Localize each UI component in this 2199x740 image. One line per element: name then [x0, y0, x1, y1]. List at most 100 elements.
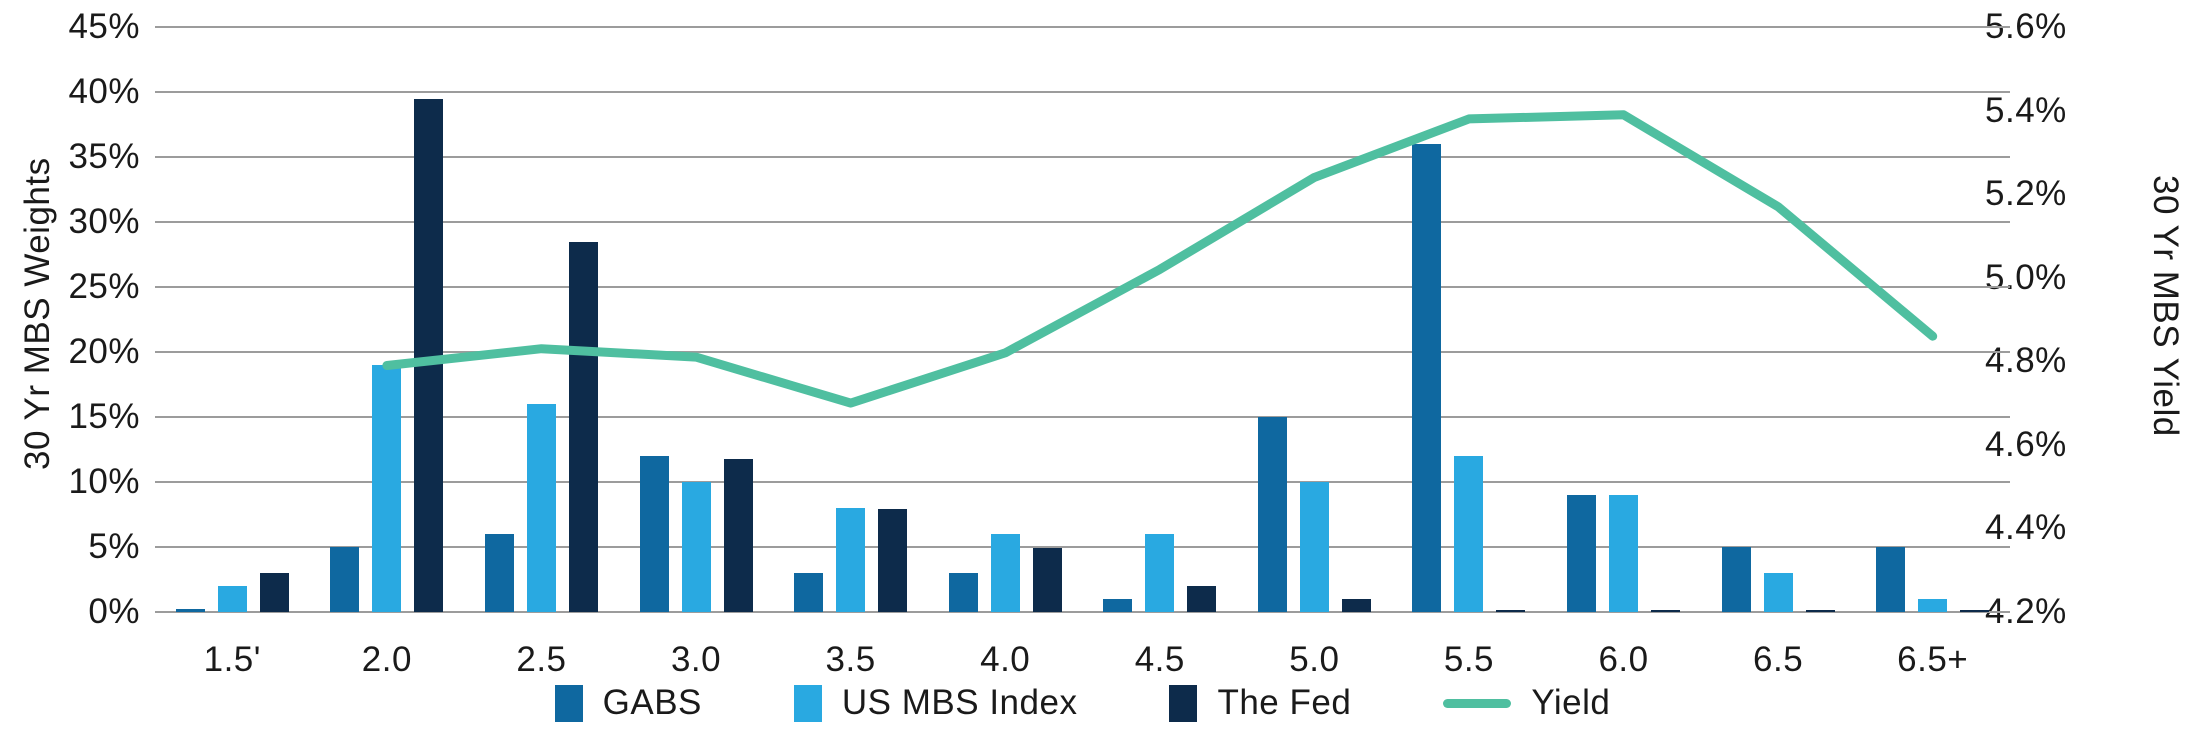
bar-group-3.5: [773, 27, 928, 612]
legend-label: The Fed: [1217, 683, 1352, 722]
legend-label: GABS: [602, 683, 702, 722]
gridline: [155, 611, 2010, 613]
bar-gabs: [175, 609, 205, 612]
x-axis-tick: 4.5: [1134, 640, 1185, 679]
left-axis-tick: 10%: [68, 462, 140, 501]
bar-group-6.0: [1546, 27, 1701, 612]
bar-us-mbs-index: [836, 508, 866, 612]
bar-gabs: [1721, 547, 1751, 612]
bar-gabs: [1567, 495, 1597, 612]
legend-label: US MBS Index: [841, 683, 1078, 722]
bar-gabs: [1257, 417, 1287, 612]
gridline: [155, 546, 2010, 548]
left-axis-tick-labels: 45% 40% 35% 30% 25% 20% 15% 10% 5% 0%: [0, 8, 140, 631]
legend-item-the-fed: The Fed: [1169, 683, 1351, 723]
legend: GABS US MBS Index The Fed Yield: [155, 683, 2010, 723]
bar-the-fed: [723, 458, 753, 612]
bar-group-4.5: [1083, 27, 1238, 612]
left-axis-tick: 15%: [68, 397, 140, 436]
bar-us-mbs-index: [681, 482, 711, 612]
bar-group-2.0: [310, 27, 465, 612]
bar-us-mbs-index: [217, 586, 247, 612]
bar-gabs: [484, 534, 514, 612]
right-axis-tick: 4.4%: [1985, 508, 2067, 548]
right-axis-title-wrap: 30 Yr MBS Yield: [2146, 175, 2199, 437]
bar-us-mbs-index: [1763, 573, 1793, 612]
right-axis-tick: 4.8%: [1985, 341, 2067, 381]
left-axis-tick: 20%: [68, 332, 140, 371]
legend-line-swatch: [1443, 698, 1512, 708]
x-axis-tick: 5.5: [1443, 640, 1495, 679]
bar-the-fed: [1187, 586, 1217, 612]
bar-us-mbs-index: [1609, 495, 1639, 612]
bar-group-5.5: [1392, 27, 1547, 612]
gridline: [155, 91, 2010, 93]
x-axis-tick: 1.5': [203, 640, 261, 679]
bar-gabs: [794, 573, 824, 612]
right-axis-tick: 4.6%: [1985, 424, 2067, 464]
x-axis-tick: 6.5+: [1897, 640, 1969, 679]
bar-the-fed: [1341, 599, 1371, 612]
bar-the-fed: [568, 241, 598, 612]
legend-square-swatch: [793, 684, 822, 722]
bar-us-mbs-index: [526, 404, 556, 612]
legend-label: Yield: [1531, 683, 1611, 722]
right-axis-tick-labels: 5.6% 5.4% 5.2% 5.0% 4.8% 4.6% 4.4% 4.2%: [1985, 8, 2185, 631]
bar-group-6.5: [1701, 27, 1856, 612]
left-axis-tick: 45%: [68, 7, 140, 46]
x-axis-tick: 6.5: [1753, 640, 1804, 679]
bar-the-fed: [878, 509, 908, 612]
plot-area: [155, 26, 2010, 613]
bar-group-4.0: [928, 27, 1083, 612]
gridline: [155, 416, 2010, 418]
bar-group-3.0: [619, 27, 774, 612]
right-axis-tick: 5.2%: [1985, 174, 2067, 214]
bar-gabs: [330, 547, 360, 612]
bar-us-mbs-index: [990, 534, 1020, 612]
legend-item-us-mbs-index: US MBS Index: [793, 683, 1078, 723]
x-axis-tick: 2.0: [361, 640, 412, 679]
x-axis-tick: 3.5: [825, 640, 876, 679]
x-axis-tick: 3.0: [670, 640, 722, 679]
legend-item-yield: Yield: [1443, 683, 1610, 723]
bar-group-2.5: [464, 27, 619, 612]
gridline: [155, 26, 2010, 28]
left-axis-tick: 30%: [68, 202, 140, 241]
left-axis-tick: 5%: [88, 527, 140, 566]
bar-the-fed: [1496, 610, 1526, 612]
left-axis-tick: 35%: [68, 137, 140, 176]
bar-the-fed: [1960, 610, 1990, 612]
bar-us-mbs-index: [1145, 534, 1175, 612]
left-axis-tick: 40%: [68, 72, 140, 111]
bar-the-fed: [1805, 610, 1835, 612]
bar-gabs: [948, 573, 978, 612]
x-axis-tick: 4.0: [980, 640, 1031, 679]
bar-gabs: [639, 456, 669, 612]
x-axis-tick-labels: 1.5' 2.0 2.5 3.0 3.5 4.0 4.5 5.0 5.5 6.0 6.5 6.5+: [155, 640, 2010, 685]
bar-group-5.0: [1237, 27, 1392, 612]
bar-group-6.5+: [1855, 27, 2010, 612]
right-axis-tick: 5.0%: [1985, 257, 2067, 297]
bar-gabs: [1876, 547, 1906, 612]
x-axis-tick: 2.5: [516, 640, 567, 679]
bar-us-mbs-index: [1299, 482, 1329, 612]
bar-the-fed: [414, 98, 444, 612]
right-axis-tick: 5.4%: [1985, 90, 2067, 130]
bar-the-fed: [259, 573, 289, 612]
bar-the-fed: [1032, 548, 1062, 612]
left-axis-tick: 25%: [68, 267, 140, 306]
bar-us-mbs-index: [372, 365, 402, 612]
legend-item-gabs: GABS: [554, 683, 702, 723]
left-axis-tick: 0%: [88, 592, 140, 631]
x-axis-tick: 6.0: [1598, 640, 1649, 679]
bar-the-fed: [1651, 610, 1681, 612]
bar-gabs: [1412, 144, 1442, 612]
gridline: [155, 481, 2010, 483]
legend-square-swatch: [554, 684, 583, 722]
bar-us-mbs-index: [1918, 599, 1948, 612]
legend-square-swatch: [1169, 684, 1198, 722]
bar-us-mbs-index: [1454, 456, 1484, 612]
bar-group-1.5': [155, 27, 310, 612]
bar-gabs: [1103, 599, 1133, 612]
